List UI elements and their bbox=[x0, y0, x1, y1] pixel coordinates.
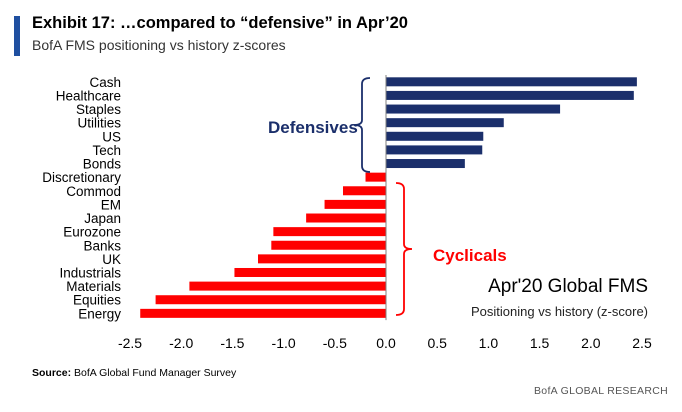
source-note: Source: BofA Global Fund Manager Survey bbox=[32, 367, 236, 379]
x-tick-label: 1.0 bbox=[479, 335, 499, 351]
research-credit: BofA GLOBAL RESEARCH bbox=[534, 385, 668, 397]
bar-equities bbox=[155, 295, 386, 305]
bar-cash bbox=[386, 77, 637, 87]
category-label: Materials bbox=[66, 279, 121, 294]
x-tick-label: -1.5 bbox=[220, 335, 244, 351]
category-labels-group: CashHealthcareStaplesUtilitiesUSTechBond… bbox=[42, 75, 121, 322]
bar-healthcare bbox=[386, 90, 634, 100]
category-label: US bbox=[102, 129, 121, 144]
bars-group bbox=[140, 77, 637, 318]
annotation-box-subtitle: Positioning vs history (z-score) bbox=[471, 304, 648, 319]
bar-eurozone bbox=[273, 227, 386, 237]
category-label: Equities bbox=[73, 293, 121, 308]
source-text: BofA Global Fund Manager Survey bbox=[74, 367, 237, 379]
bar-materials bbox=[189, 281, 386, 291]
bar-energy bbox=[140, 308, 386, 318]
bar-uk bbox=[258, 254, 386, 264]
bar-banks bbox=[271, 240, 386, 250]
cyclicals-brace bbox=[395, 182, 413, 316]
category-label: Energy bbox=[78, 306, 121, 321]
bar-em bbox=[324, 199, 386, 209]
bar-staples bbox=[386, 104, 561, 114]
bar-tech bbox=[386, 145, 483, 155]
bar-utilities bbox=[386, 118, 504, 128]
category-label: Industrials bbox=[59, 265, 121, 280]
x-tick-label: -2.5 bbox=[118, 335, 142, 351]
category-label: Banks bbox=[83, 238, 121, 253]
x-tick-label: -0.5 bbox=[323, 335, 347, 351]
category-label: Commod bbox=[66, 184, 121, 199]
bar-industrials bbox=[234, 267, 386, 277]
annotation-box-title: Apr'20 Global FMS bbox=[488, 276, 648, 297]
category-label: Healthcare bbox=[56, 88, 121, 103]
category-label: Utilities bbox=[77, 116, 121, 131]
bar-discretionary bbox=[365, 172, 386, 182]
defensives-label: Defensives bbox=[268, 118, 358, 137]
category-label: Bonds bbox=[83, 157, 122, 172]
bar-bonds bbox=[386, 159, 465, 169]
x-tick-label: 0.0 bbox=[376, 335, 396, 351]
x-tick-label: 2.0 bbox=[581, 335, 601, 351]
bar-commod bbox=[342, 186, 386, 196]
x-tick-label: -1.0 bbox=[272, 335, 296, 351]
source-label: Source: bbox=[32, 367, 72, 379]
bar-us bbox=[386, 131, 484, 141]
category-label: Japan bbox=[84, 211, 121, 226]
bar-japan bbox=[306, 213, 386, 223]
x-tick-label: 2.5 bbox=[632, 335, 652, 351]
cyclicals-label: Cyclicals bbox=[433, 246, 507, 265]
category-label: Staples bbox=[76, 102, 121, 117]
chart-title: Exhibit 17: …compared to “defensive” in … bbox=[32, 14, 408, 32]
x-tick-label: 0.5 bbox=[427, 335, 447, 351]
chart-subtitle: BofA FMS positioning vs history z-scores bbox=[32, 37, 286, 53]
title-accent-bar bbox=[14, 16, 20, 56]
category-label: Tech bbox=[92, 143, 121, 158]
x-tick-labels-group: -2.5 -2.0 -1.5 -1.0 -0.5 0.0 0.5 1.0 1.5 2.0 2.5 bbox=[118, 335, 652, 351]
category-label: Cash bbox=[89, 75, 121, 90]
category-label: EM bbox=[101, 197, 121, 212]
category-label: Eurozone bbox=[63, 225, 121, 240]
category-label: UK bbox=[102, 252, 121, 267]
defensives-brace bbox=[353, 77, 371, 173]
x-tick-label: 1.5 bbox=[530, 335, 550, 351]
category-label: Discretionary bbox=[42, 170, 121, 185]
x-tick-label: -2.0 bbox=[169, 335, 193, 351]
